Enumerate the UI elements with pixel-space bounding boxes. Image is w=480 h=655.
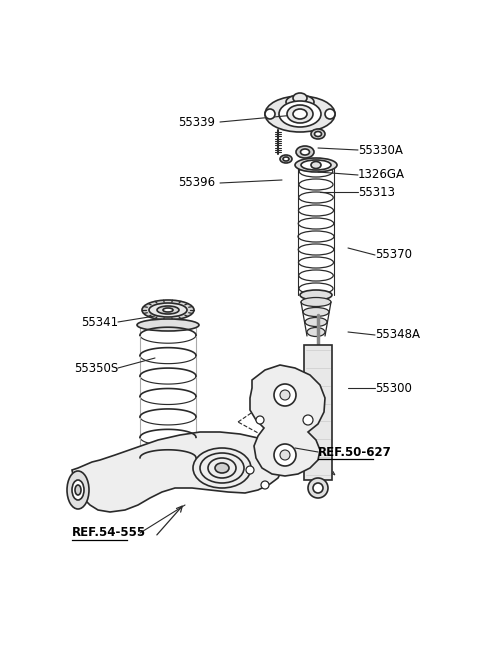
Ellipse shape (300, 290, 332, 300)
Polygon shape (72, 432, 283, 512)
Ellipse shape (293, 93, 307, 103)
Text: 55341: 55341 (81, 316, 118, 329)
Text: 55396: 55396 (178, 176, 215, 189)
Ellipse shape (303, 415, 313, 425)
Ellipse shape (256, 416, 264, 424)
Ellipse shape (293, 109, 307, 119)
Ellipse shape (142, 300, 194, 320)
Ellipse shape (283, 157, 289, 161)
Ellipse shape (303, 307, 329, 316)
Ellipse shape (279, 101, 321, 127)
Ellipse shape (261, 481, 269, 489)
Text: REF.54-555: REF.54-555 (72, 527, 146, 540)
Text: 1326GA: 1326GA (358, 168, 405, 181)
Ellipse shape (314, 132, 322, 136)
Bar (304, 345, 332, 480)
Ellipse shape (163, 308, 173, 312)
Ellipse shape (265, 96, 335, 132)
Ellipse shape (301, 297, 331, 307)
Ellipse shape (280, 390, 290, 400)
Ellipse shape (75, 485, 81, 495)
Ellipse shape (287, 105, 313, 123)
Ellipse shape (295, 158, 337, 172)
Text: 55300: 55300 (375, 381, 412, 394)
Text: 55370: 55370 (375, 248, 412, 261)
Ellipse shape (137, 319, 199, 331)
Ellipse shape (280, 450, 290, 460)
Ellipse shape (149, 303, 187, 317)
Ellipse shape (246, 466, 254, 474)
Ellipse shape (313, 483, 323, 493)
Text: 55350S: 55350S (74, 362, 118, 375)
Ellipse shape (138, 463, 198, 473)
Ellipse shape (286, 95, 314, 109)
Ellipse shape (215, 463, 229, 473)
Ellipse shape (157, 306, 179, 314)
Ellipse shape (311, 129, 325, 139)
Ellipse shape (72, 480, 84, 500)
Ellipse shape (308, 478, 328, 498)
Polygon shape (250, 365, 325, 476)
Ellipse shape (305, 318, 327, 326)
Ellipse shape (296, 146, 314, 158)
Text: REF.50-627: REF.50-627 (318, 445, 392, 458)
Text: 55330A: 55330A (358, 143, 403, 157)
Ellipse shape (300, 149, 310, 155)
Ellipse shape (274, 444, 296, 466)
Ellipse shape (325, 109, 335, 119)
Ellipse shape (274, 384, 296, 406)
Ellipse shape (307, 328, 325, 337)
Ellipse shape (265, 109, 275, 119)
Ellipse shape (67, 471, 89, 509)
Ellipse shape (311, 162, 321, 168)
Ellipse shape (280, 155, 292, 163)
Text: 55348A: 55348A (375, 329, 420, 341)
Text: 55313: 55313 (358, 185, 395, 198)
Ellipse shape (301, 160, 331, 170)
Text: 55339: 55339 (178, 115, 215, 128)
